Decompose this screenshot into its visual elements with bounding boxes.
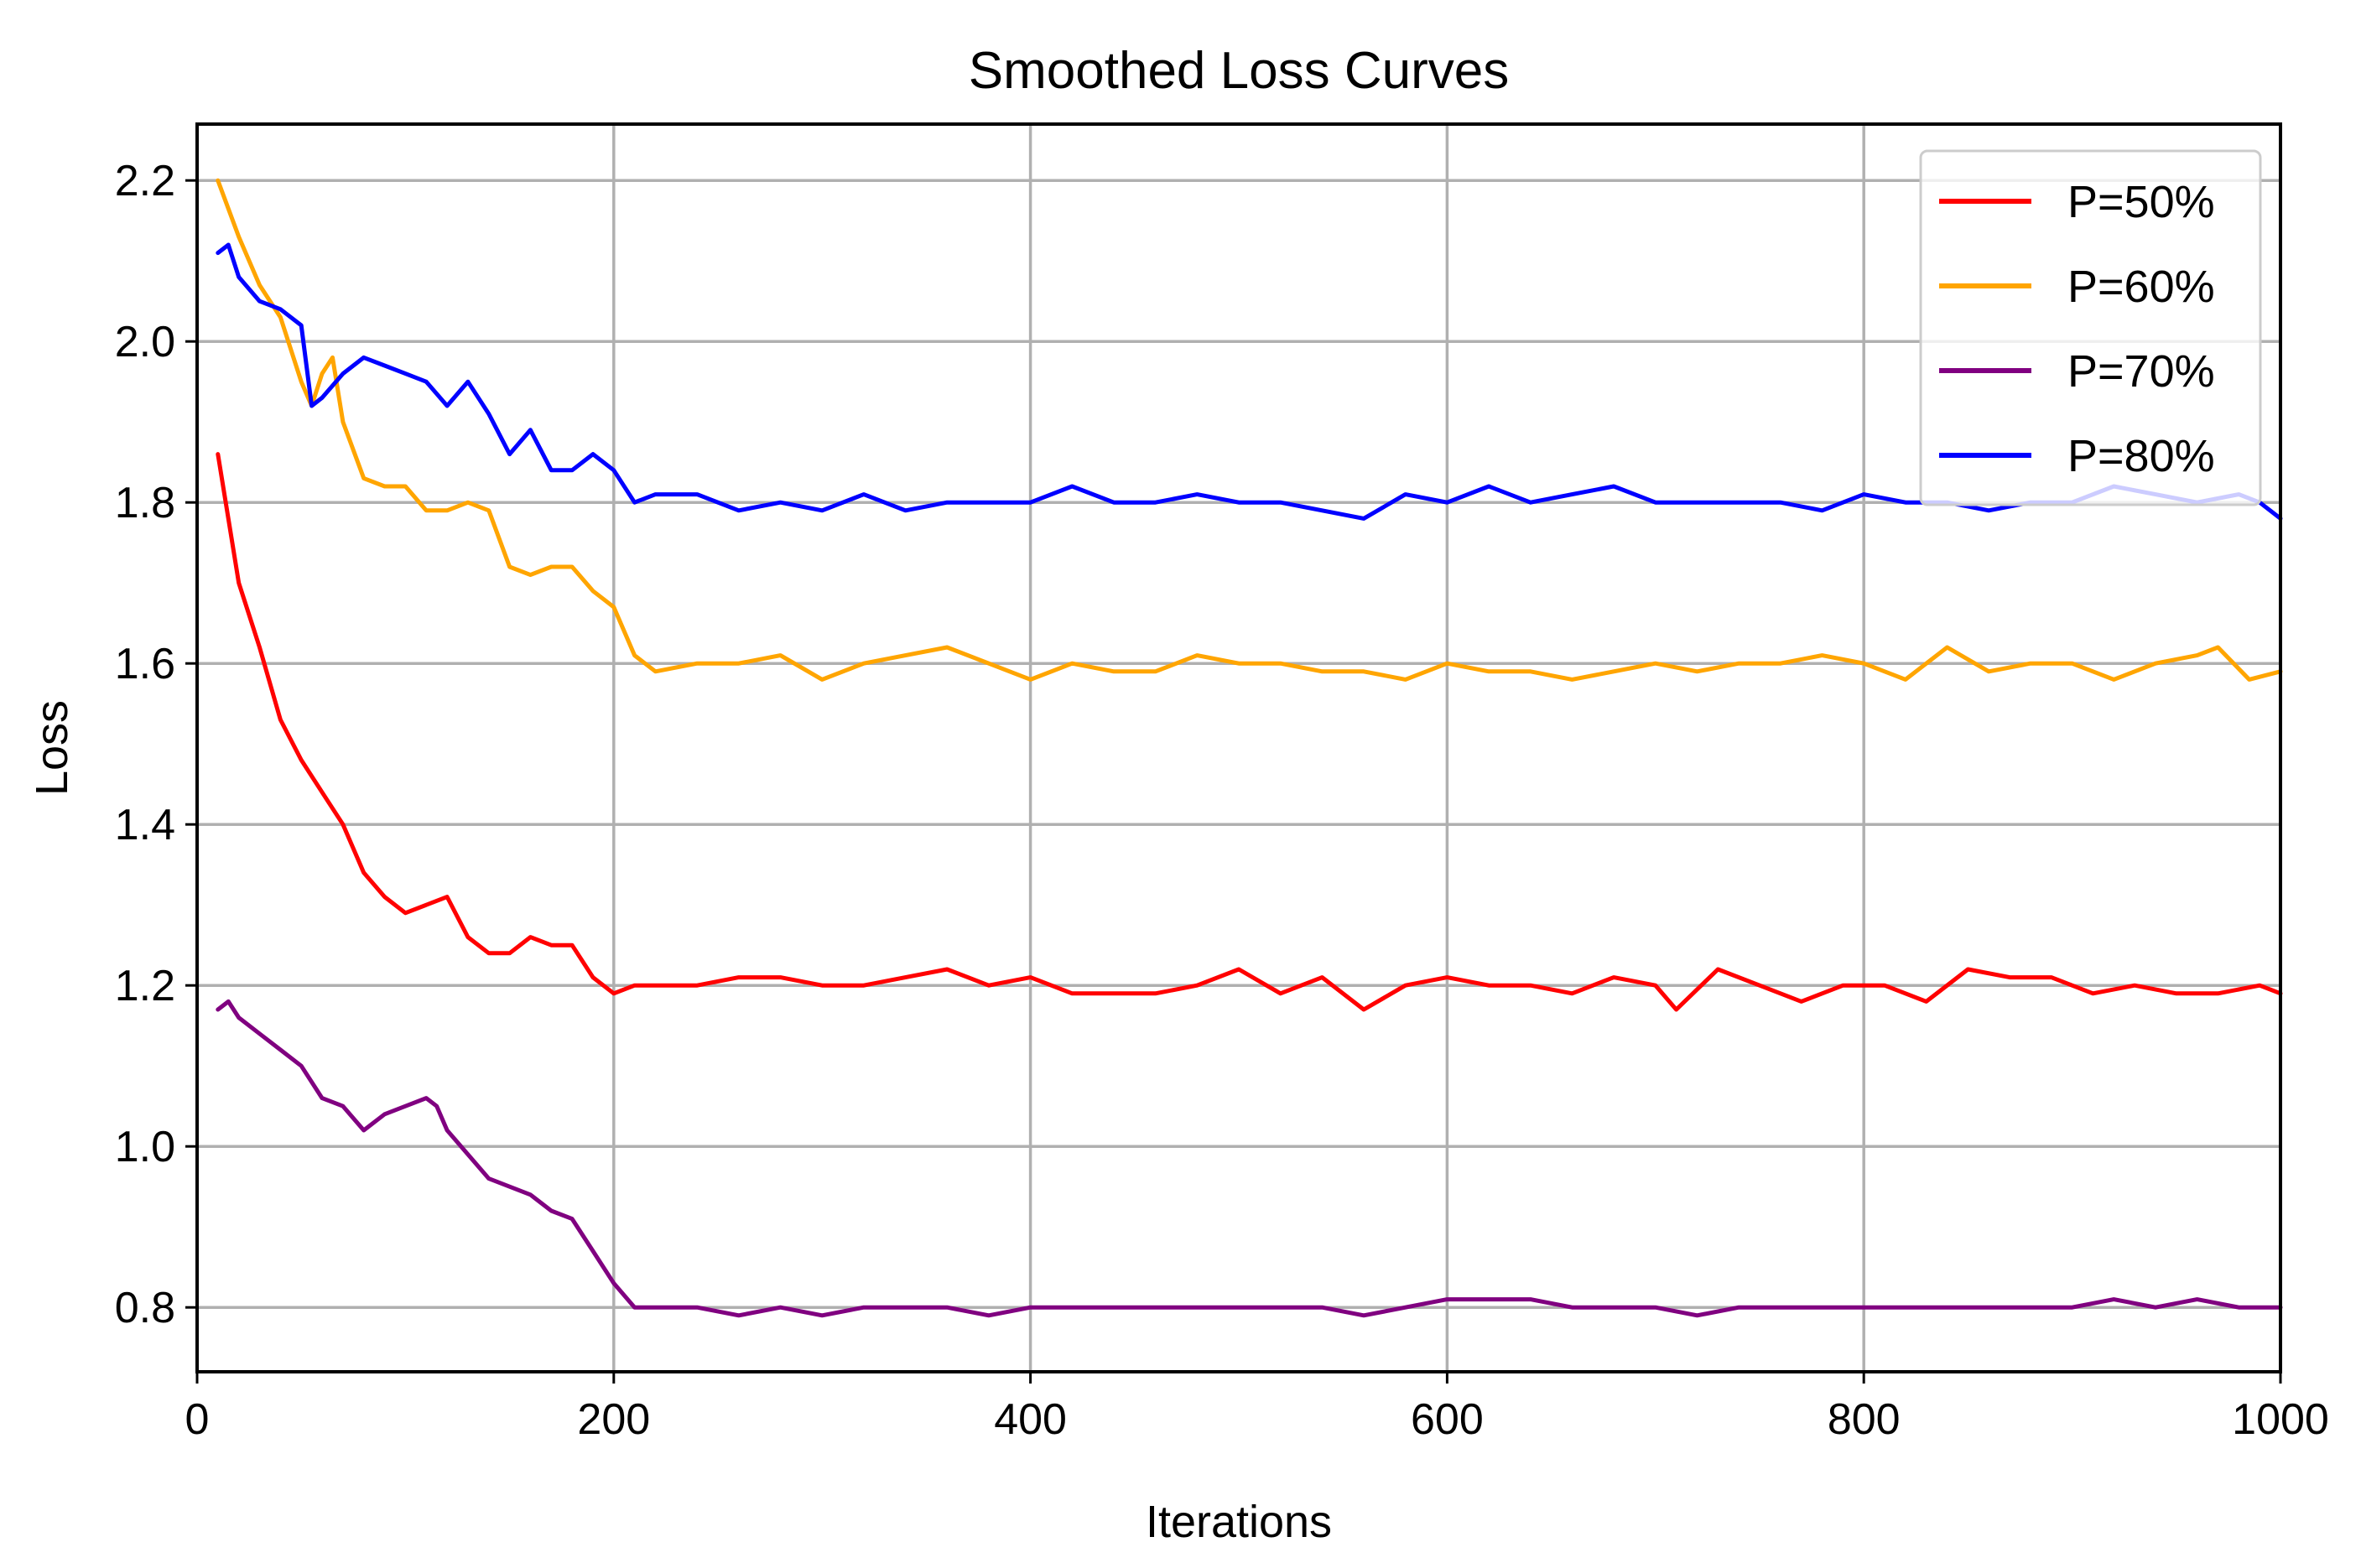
y-axis-ticks: 0.8 1.0 1.2 1.4 1.6 1.8 2.0 2.2: [115, 157, 197, 1332]
series-line-P50: [216, 452, 2283, 1012]
x-tick-label: 400: [994, 1395, 1067, 1444]
series-lines: [216, 178, 2283, 1318]
y-tick-label: 1.4: [115, 801, 175, 849]
y-tick-label: 1.0: [115, 1123, 175, 1171]
y-axis-label: Loss: [27, 700, 77, 796]
legend-label: P=80%: [2067, 431, 2215, 481]
x-tick-label: 600: [1411, 1395, 1484, 1444]
series-line-P70: [216, 999, 2283, 1318]
chart-title: Smoothed Loss Curves: [969, 42, 1509, 100]
series-line-P60: [216, 178, 2283, 682]
y-tick-label: 1.6: [115, 640, 175, 688]
legend-label: P=70%: [2067, 346, 2215, 397]
x-tick-label: 1000: [2232, 1395, 2329, 1444]
legend: P=50% P=60% P=70% P=80%: [1919, 149, 2262, 506]
y-tick-label: 2.2: [115, 157, 175, 205]
plot-frame: [195, 122, 2282, 1373]
legend-box: [1919, 149, 2262, 506]
y-tick-label: 0.8: [115, 1284, 175, 1332]
x-axis-label: Iterations: [1146, 1497, 1332, 1547]
legend-label: P=50%: [2067, 177, 2215, 227]
x-axis-ticks: 0 200 400 600 800 1000: [185, 1372, 2329, 1444]
y-tick-label: 1.8: [115, 479, 175, 527]
legend-label: P=60%: [2067, 262, 2215, 312]
y-tick-label: 1.2: [115, 962, 175, 1010]
x-tick-label: 200: [577, 1395, 650, 1444]
y-tick-label: 2.0: [115, 318, 175, 366]
x-tick-label: 0: [185, 1395, 210, 1444]
series-line-P80: [216, 242, 2283, 521]
x-tick-label: 800: [1828, 1395, 1901, 1444]
